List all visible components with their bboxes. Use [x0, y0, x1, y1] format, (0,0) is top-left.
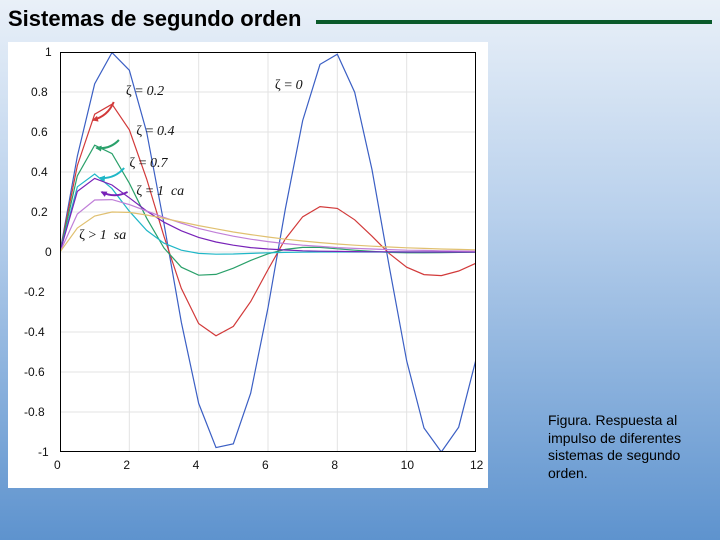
y-tick: -0.8: [24, 405, 45, 419]
y-tick: -0.2: [24, 285, 45, 299]
y-tick: -0.4: [24, 325, 45, 339]
plot-area: ζ = 0.2 ζ = 0 ζ = 0.4 ζ = 0.7 ζ = 1 ca ζ > 1 …: [60, 52, 476, 452]
slide: Sistemas de segundo orden ζ = 0.2ζ = 0ζ …: [0, 0, 720, 540]
title-rule: [316, 20, 712, 24]
x-tick: 6: [262, 458, 269, 472]
chart-box: ζ = 0.2 ζ = 0 ζ = 0.4 ζ = 0.7 ζ = 1 ca ζ > 1 …: [8, 42, 488, 488]
series-label: ζ = 0: [275, 78, 303, 94]
plot-svg: [60, 52, 476, 452]
slide-title: Sistemas de segundo orden: [8, 6, 307, 32]
y-tick: -0.6: [24, 365, 45, 379]
series-label: ζ = 1 ca: [136, 184, 184, 200]
series-label: ζ = 0.2: [126, 84, 164, 100]
x-tick: 0: [54, 458, 61, 472]
y-tick: -1: [38, 445, 49, 459]
y-tick: 0.8: [31, 85, 48, 99]
x-tick: 12: [470, 458, 483, 472]
y-tick: 0.2: [31, 205, 48, 219]
series-label: ζ = 0.7: [129, 156, 167, 172]
y-tick: 1: [45, 45, 52, 59]
y-tick: 0: [45, 245, 52, 259]
x-tick: 8: [331, 458, 338, 472]
y-tick: 0.6: [31, 125, 48, 139]
x-tick: 10: [401, 458, 414, 472]
series-label: ζ = 0.4: [136, 124, 174, 140]
x-tick: 4: [193, 458, 200, 472]
series-label: ζ > 1 sa: [79, 228, 126, 244]
title-wrap: Sistemas de segundo orden: [8, 6, 712, 32]
x-tick: 2: [123, 458, 130, 472]
figure-caption: Figura. Respuesta al impulso de diferent…: [548, 412, 708, 482]
y-tick: 0.4: [31, 165, 48, 179]
